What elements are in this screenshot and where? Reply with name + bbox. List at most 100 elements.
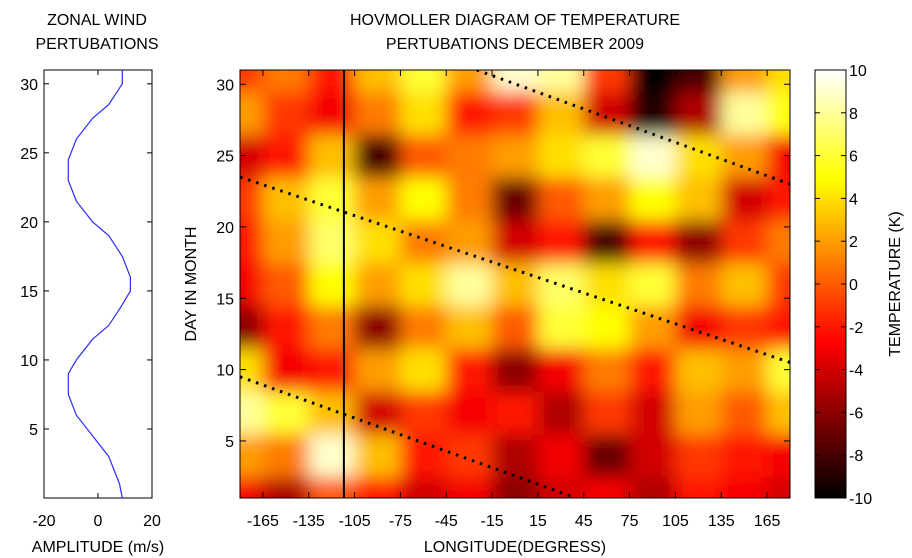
heatmap-cell	[446, 305, 493, 349]
colorbar: 10 8 6 4 2 0 -2 -4 -6 -8 -10 TEMPERATURE (K)	[814, 63, 904, 508]
hov-y-tick-label: 10	[216, 363, 234, 380]
heatmap-cell	[354, 305, 401, 349]
heatmap-cell	[240, 262, 264, 306]
hov-x-tick-label: 135	[708, 513, 735, 530]
heatmap-cell	[308, 177, 356, 221]
heatmap-cell	[492, 348, 539, 392]
hovmoller-chart: HOVMOLLER DIAGRAM OF TEMPERATURE PERTUBA…	[183, 12, 791, 556]
heatmap-cell	[262, 391, 310, 435]
heatmap-cell	[767, 177, 790, 221]
heatmap-cell	[537, 305, 585, 349]
heatmap-cell	[446, 219, 493, 264]
heatmap-cell	[240, 70, 264, 92]
heatmap-cell	[629, 134, 676, 178]
heatmap-cell	[767, 476, 790, 498]
heatmap-cell	[721, 305, 768, 349]
heatmap-cell	[492, 134, 539, 178]
heatmap-cell	[537, 391, 585, 435]
heatmap-cell	[629, 348, 676, 392]
heatmap-cell	[492, 305, 539, 349]
heatmap-cell	[583, 70, 631, 92]
hov-y-axis: 5 10 15 20 25 30	[216, 77, 790, 451]
heatmap-cell	[354, 70, 401, 92]
heatmap-cell	[262, 305, 310, 349]
heatmap-cell	[537, 70, 585, 92]
heatmap-cell	[767, 262, 790, 306]
heatmap-cell	[240, 91, 264, 135]
heatmap-cell	[721, 433, 768, 478]
heatmap-cell	[767, 219, 790, 264]
hov-y-tick-label: 5	[225, 434, 234, 451]
heatmap-cell	[767, 134, 790, 178]
heatmap-cell	[675, 177, 722, 221]
heatmap-cell	[446, 134, 493, 178]
heatmap-cell	[240, 134, 264, 178]
hov-x-tick-label: 75	[621, 513, 639, 530]
colorbar-tick-label: -2	[849, 320, 863, 337]
heatmap-cell	[240, 177, 264, 221]
colorbar-tick-label: 10	[849, 63, 867, 80]
heatmap-cell	[400, 476, 447, 498]
heatmap-cell	[721, 476, 768, 498]
heatmap-cell	[400, 433, 447, 478]
heatmap-cell	[629, 70, 676, 92]
colorbar-tick-label: 2	[849, 234, 858, 251]
heatmap-cell	[262, 134, 310, 178]
heatmap-cell	[240, 433, 264, 478]
heatmap-cell	[308, 262, 356, 306]
heatmap-cell	[400, 91, 447, 135]
heatmap-cell	[721, 91, 768, 135]
heatmap-cell	[400, 219, 447, 264]
heatmap-cell	[583, 305, 631, 349]
heatmap-cell	[721, 391, 768, 435]
hov-title-line1: HOVMOLLER DIAGRAM OF TEMPERATURE	[350, 12, 680, 29]
heatmap-cell	[583, 476, 631, 498]
heatmap-cell	[262, 177, 310, 221]
colorbar-tick-label: -4	[849, 363, 863, 380]
heatmap-cell	[767, 305, 790, 349]
heatmap-cell	[400, 348, 447, 392]
heatmap-cell	[354, 433, 401, 478]
heatmap-cell	[583, 134, 631, 178]
heatmap-cell	[400, 262, 447, 306]
wind-x-tick-label: -20	[32, 513, 55, 530]
heatmap-cell	[721, 134, 768, 178]
colorbar-tick-label: -8	[849, 448, 863, 465]
heatmap-cell	[262, 70, 310, 92]
heatmap-cell	[262, 476, 310, 498]
hov-y-label: DAY IN MONTH	[183, 227, 200, 342]
heatmap-cell	[537, 348, 585, 392]
hov-x-tick-label: 45	[575, 513, 593, 530]
heatmap-cell	[446, 476, 493, 498]
heatmap-cell	[446, 348, 493, 392]
heatmap-cell	[400, 305, 447, 349]
heatmap-cell	[629, 391, 676, 435]
heatmap-cell	[308, 305, 356, 349]
heatmap-cell	[446, 433, 493, 478]
heatmap-cell	[492, 433, 539, 478]
heatmap-cell	[354, 134, 401, 178]
wind-line	[67, 70, 131, 499]
wind-y-axis: 5 10 15 20 25 30	[20, 77, 152, 439]
heatmap-cell	[308, 134, 356, 178]
hov-x-tick-label: -15	[481, 513, 504, 530]
heatmap-cell	[400, 134, 447, 178]
heatmap-cell	[629, 262, 676, 306]
heatmap-cell	[675, 91, 722, 135]
hov-x-label: LONGITUDE(DEGRESS)	[424, 539, 606, 556]
heatmap-cell	[354, 219, 401, 264]
heatmap-cell	[721, 262, 768, 306]
heatmap-cell	[583, 391, 631, 435]
colorbar-tick-label: -10	[849, 491, 872, 508]
heatmap-cell	[675, 70, 722, 92]
hov-x-tick-label: 105	[662, 513, 689, 530]
wind-y-tick-label: 5	[29, 422, 38, 439]
heatmap-cell	[629, 219, 676, 264]
hov-x-tick-label: -165	[247, 513, 279, 530]
hov-x-axis: -165 -135 -105 -75 -45 -15 15 45 75 105 135 165	[247, 70, 781, 530]
heatmap-cell	[492, 476, 539, 498]
hov-y-tick-label: 30	[216, 77, 234, 94]
wind-x-tick-label: 20	[143, 513, 161, 530]
heatmap-cell	[767, 391, 790, 435]
